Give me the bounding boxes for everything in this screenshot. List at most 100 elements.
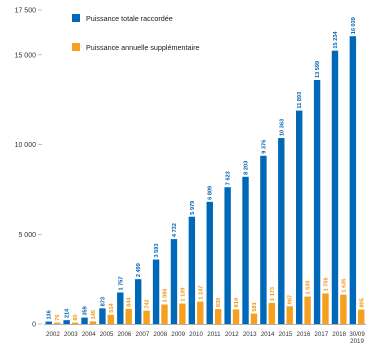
y-axis: 0 5 000 10 000 15 000 17 500 — [15, 8, 42, 329]
bar-total-2017 — [313, 79, 321, 324]
data-label-total: 4 732 — [172, 223, 178, 237]
x-tick-label: 2014 — [261, 331, 275, 338]
data-label-annual: 814 — [234, 297, 240, 307]
bar-annual-2013 — [250, 313, 258, 324]
data-label-annual: 80 — [73, 314, 79, 320]
bar-annual-2012 — [232, 309, 240, 324]
data-label-total: 16 039 — [351, 17, 357, 34]
x-tick-label: 2013 — [243, 331, 257, 338]
bar-total-2010 — [188, 216, 196, 324]
data-label-total: 15 234 — [333, 31, 339, 49]
bar-annual-2006 — [125, 308, 132, 324]
bars — [45, 36, 365, 325]
y-tick-label: 15 000 — [15, 52, 37, 59]
x-tick-label: 2018 — [332, 331, 346, 338]
data-label-annual: 1 247 — [198, 286, 204, 300]
bar-annual-2009 — [179, 303, 186, 324]
x-tick-label: 30/09 2019 — [349, 331, 365, 345]
x-tick-label: 2006 — [118, 331, 132, 338]
data-label-annual: 1 173 — [270, 287, 276, 301]
data-label-annual: 1 530 — [306, 281, 312, 295]
data-label-total: 2 499 — [136, 263, 142, 277]
legend-label-total: Puissance totale raccordée — [86, 14, 173, 23]
bar-total-2013 — [242, 176, 249, 324]
bar-annual-2017 — [322, 293, 329, 324]
bar-total-2014 — [260, 155, 267, 324]
bar-annual-2002 — [53, 322, 61, 324]
x-tick-label: 2015 — [279, 331, 293, 338]
data-label-annual: 76 — [55, 314, 61, 320]
x-tick-label: 2011 — [207, 331, 221, 338]
legend-swatch-total — [72, 14, 80, 22]
x-tick-label: 2017 — [314, 331, 328, 338]
data-label-total: 11 893 — [297, 92, 303, 109]
legend-label-annual: Puissance annuelle supplémentaire — [86, 43, 199, 52]
bar-total-2002 — [45, 321, 52, 324]
bar-annual-2011 — [214, 309, 222, 324]
data-label-total: 9 376 — [261, 140, 267, 154]
data-label-annual: 805 — [359, 298, 365, 307]
legend-swatch-annual — [72, 43, 80, 51]
y-tick-label: 0 — [32, 322, 36, 329]
bar-annual-2008 — [161, 304, 168, 324]
bar-annual-2010 — [197, 301, 204, 324]
data-label-total: 3 593 — [154, 244, 160, 258]
data-label-annual: 1 139 — [180, 288, 186, 302]
data-label-annual: 1 706 — [323, 277, 329, 291]
y-tick-label: 17 500 — [15, 8, 37, 15]
x-tick-label: 2016 — [297, 331, 311, 338]
data-label-total: 10 363 — [279, 119, 285, 136]
bar-total-2018 — [331, 50, 339, 325]
bar-annual-2018 — [340, 294, 347, 324]
data-label-total: 5 979 — [190, 201, 196, 215]
x-tick-label: 2009 — [171, 331, 185, 338]
data-label-total: 6 809 — [208, 186, 214, 200]
bar-total-2007 — [134, 279, 142, 324]
bar-total-2009 — [170, 239, 178, 324]
bar-annual-2015 — [286, 306, 293, 324]
data-label-annual: 145 — [91, 310, 97, 319]
bar-total-2016 — [295, 110, 303, 325]
x-tick-label: 2004 — [82, 331, 96, 338]
data-label-total: 136 — [47, 310, 53, 319]
bar-total-2011 — [206, 201, 213, 324]
data-label-annual: 742 — [145, 299, 151, 308]
x-tick-label: 2008 — [153, 331, 167, 338]
data-label-total: 7 623 — [226, 171, 232, 185]
x-tick-label: 2002 — [46, 331, 60, 338]
bar-annual-2003 — [71, 322, 79, 324]
data-label-annual: 514 — [109, 303, 115, 313]
bar-total-2005 — [99, 308, 106, 324]
bar-annual-2005 — [107, 314, 115, 324]
bar-total-2012 — [224, 187, 231, 324]
data-label-total: 359 — [83, 306, 89, 315]
legend: Puissance totale raccordée Puissance ann… — [72, 14, 199, 52]
data-label-total: 8 203 — [244, 161, 250, 175]
bar-annual-2007 — [143, 310, 150, 324]
x-tick-label: 2005 — [100, 331, 114, 338]
data-label-total: 214 — [65, 308, 71, 318]
x-tick-label: 2012 — [225, 331, 239, 338]
data-label-total: 1 757 — [118, 276, 124, 290]
bar-annual-30092019 — [358, 309, 365, 324]
x-tick-label: 2007 — [136, 331, 150, 338]
bar-total-2004 — [81, 317, 88, 324]
bar-annual-2014 — [268, 302, 276, 324]
bar-total-2006 — [117, 292, 124, 324]
bar-annual-2016 — [304, 296, 311, 324]
bar-total-2003 — [63, 320, 70, 324]
bar-annual-2004 — [89, 321, 97, 324]
bar-total-30092019 — [349, 36, 357, 325]
x-tick-label: 2003 — [64, 331, 78, 338]
x-tick-label: 2010 — [189, 331, 203, 338]
bar-total-2015 — [278, 138, 285, 324]
data-label-annual: 581 — [252, 302, 258, 311]
bar-total-2008 — [152, 259, 160, 324]
y-tick-label: 10 000 — [15, 142, 37, 149]
data-label-annual: 1 086 — [162, 289, 168, 303]
data-label-total: 873 — [100, 297, 106, 306]
x-axis: 2002 2003 2004 2005 2006 2007 2008 2009 2010 2011… — [44, 324, 366, 345]
y-tick-label: 5 000 — [18, 232, 36, 239]
